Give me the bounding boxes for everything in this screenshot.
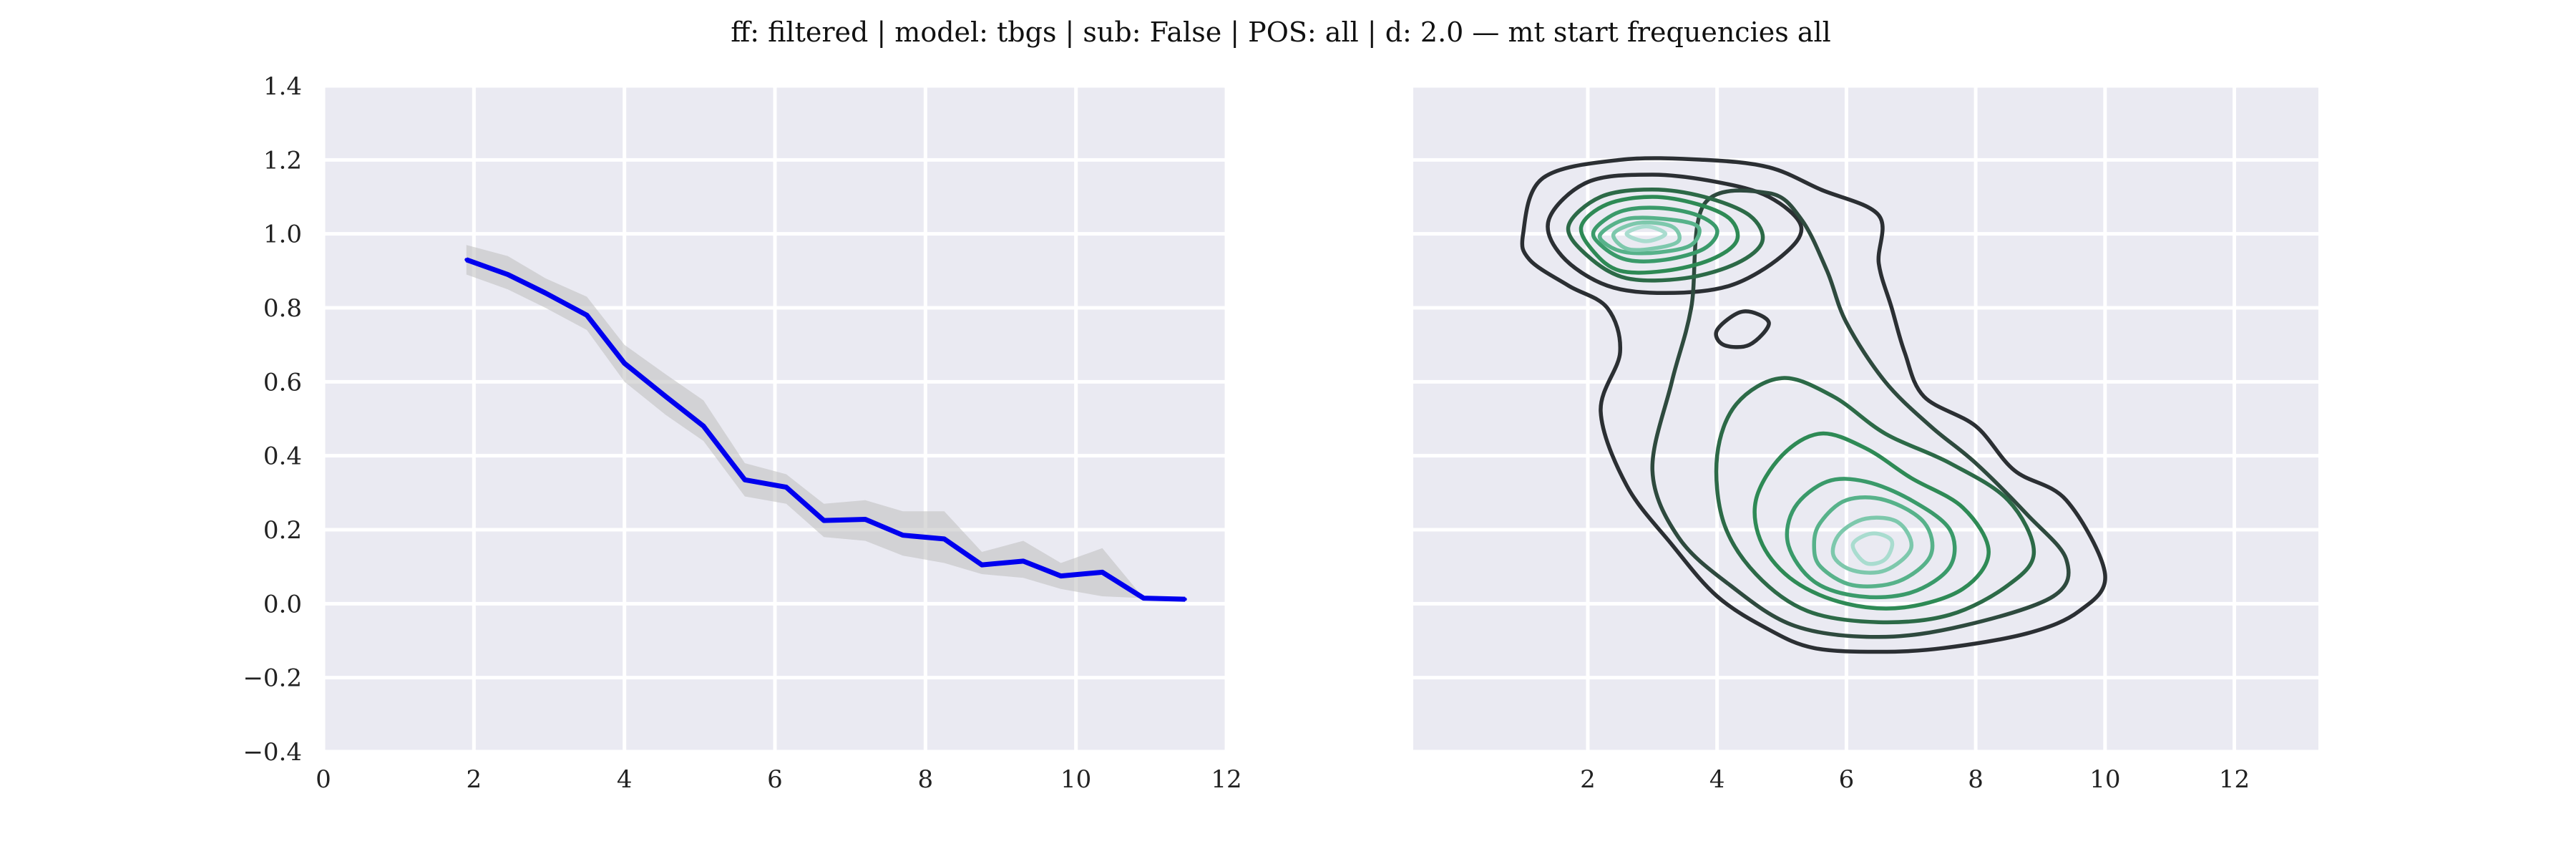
contour-line [1752,431,1991,611]
left-gridlines [321,84,1229,754]
left-x-tick-label: 8 [918,765,934,794]
left-y-tick-label: 1.0 [263,220,302,249]
left-x-tick-label: 2 [467,765,482,794]
contour-line [1591,205,1719,263]
figure-title: ff: filtered | model: tbgs | sub: False … [731,16,1831,48]
left-y-tick-label: 0.6 [263,368,302,397]
line-point [506,273,510,276]
line-point [901,533,905,538]
line-point [863,518,867,521]
left-y-tick-label: 0.8 [263,294,302,323]
line-point [743,477,747,482]
left-y-tick-label: 0.2 [263,516,302,545]
line-point [623,361,627,365]
contour-line [1812,495,1935,588]
left-data-layer [464,245,1187,602]
line-point [942,537,947,541]
left-x-tick-label: 4 [617,765,633,794]
contour-line [1650,188,2071,639]
right-contour-layer [1520,156,2107,654]
line-point [1101,570,1104,574]
line-point [980,563,984,567]
line-point [784,485,789,490]
left-x-tick-label: 0 [316,765,331,794]
left-y-tick-label: 1.4 [263,72,302,101]
line-point [701,424,706,428]
contour-line [1520,156,2107,654]
right-chart-panel: 2 4 6 8 10 12 [1413,84,2318,794]
right-x-tick-label: 8 [1968,765,1984,794]
right-x-tick-label: 12 [2219,765,2250,794]
line-point [1021,559,1025,563]
contour-line [1714,376,2036,625]
line-point [1183,597,1187,601]
line-point [664,394,668,399]
right-x-tick-label: 2 [1580,765,1596,794]
contour-line [1624,224,1668,243]
contour-line [1579,195,1740,275]
left-x-tick-label: 10 [1060,765,1091,794]
contour-line [1830,515,1914,575]
left-x-tick-label: 12 [1211,765,1241,794]
left-y-tick-label: −0.2 [243,664,302,693]
contour-line [1714,309,1771,349]
left-y-tick-label: 0.0 [263,590,302,618]
left-y-tick-label: 1.2 [263,146,302,175]
left-y-tick-label: 0.4 [263,442,302,471]
right-x-tick-label: 4 [1709,765,1725,794]
line-point [543,291,547,295]
left-chart-panel: 0 2 4 6 8 10 12 −0.4 −0.2 0.0 0.2 0.4 0.6 0.8 1.0 1.2 1.… [243,72,1241,794]
line-point [464,258,469,262]
left-y-tick-label: −0.4 [243,738,302,767]
contour-line [1566,187,1765,283]
right-gridlines [1413,84,2318,754]
contour-line [1850,531,1895,566]
line-point [821,518,826,523]
line-point [1059,574,1063,578]
right-tick-labels: 2 4 6 8 10 12 [1580,765,2250,794]
confidence-band [466,245,1186,600]
line-point [1141,596,1146,601]
contour-line [1597,215,1702,256]
contour-line [1546,173,1804,296]
left-x-tick-label: 6 [767,765,783,794]
right-x-tick-label: 10 [2089,765,2120,794]
contour-line [1611,220,1682,253]
left-tick-labels: 0 2 4 6 8 10 12 −0.4 −0.2 0.0 0.2 0.4 0.6 0.8 1.0 1.2 1.… [243,72,1241,794]
right-x-tick-label: 6 [1839,765,1855,794]
contour-line [1785,477,1957,600]
line-point [585,313,589,317]
